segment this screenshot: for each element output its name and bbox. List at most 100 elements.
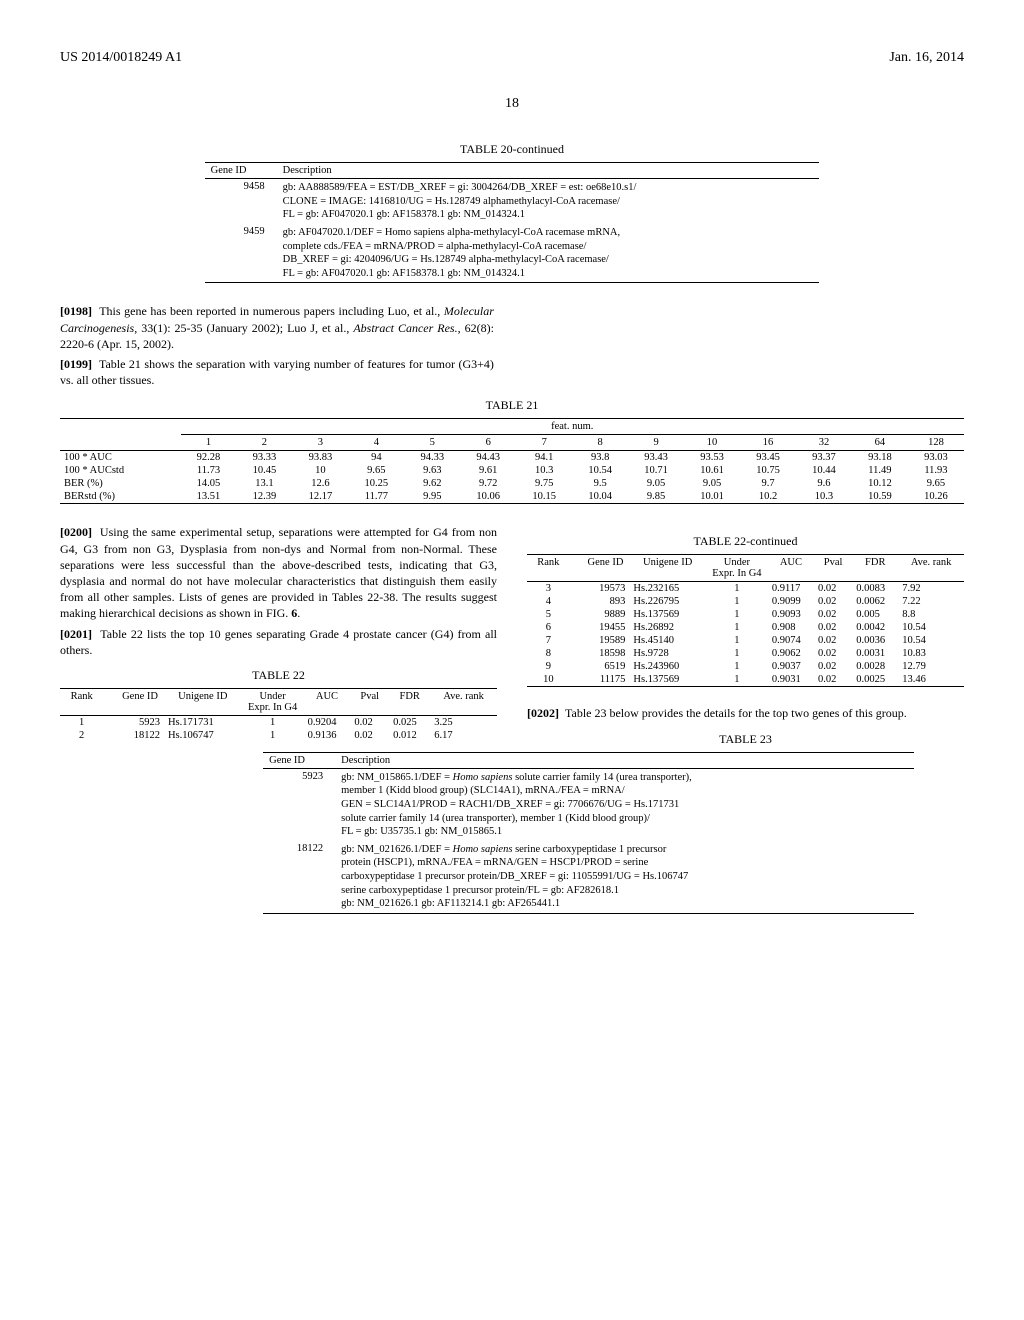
table21-cell: 94.43 — [460, 451, 516, 465]
table22-cell: 19455 — [570, 621, 630, 634]
table21-row-label: BERstd (%) — [60, 490, 181, 504]
table21-cell: 9.61 — [460, 464, 516, 477]
table22-cell: 1 — [706, 634, 768, 647]
table22-cell: 0.02 — [814, 582, 852, 596]
table22-cell: Hs.45140 — [629, 634, 706, 647]
table22-cell: 2 — [60, 729, 103, 742]
table22-cell: 3 — [527, 582, 570, 596]
table22-cell: Hs.137569 — [629, 673, 706, 687]
table21-row-label: 100 * AUCstd — [60, 464, 181, 477]
table22-cell: 6.17 — [430, 729, 497, 742]
table22-cell: 1 — [706, 595, 768, 608]
table22-cell: 0.9117 — [768, 582, 814, 596]
table21-cell: 9.65 — [348, 464, 404, 477]
table21-cell: 9.72 — [460, 477, 516, 490]
table23-col2: Description — [335, 752, 914, 768]
table22-b: Rank Gene ID Unigene ID Under Expr. In G… — [527, 554, 964, 687]
table22-cell: 7.22 — [898, 595, 964, 608]
table22-cell: 6519 — [570, 660, 630, 673]
table22-cell: 0.02 — [814, 673, 852, 687]
table23-row1-desc: gb: NM_021626.1/DEF = Homo sapiens serin… — [335, 841, 914, 914]
table21-cell: 9.05 — [684, 477, 740, 490]
table22-cell: 0.9204 — [304, 715, 351, 729]
table22-cell: 0.9099 — [768, 595, 814, 608]
table22-cell: 0.9031 — [768, 673, 814, 687]
table22-cell: 0.02 — [350, 715, 389, 729]
table22-cell: Hs.232165 — [629, 582, 706, 596]
table20-caption: TABLE 20-continued — [60, 142, 964, 157]
table22-cell: 1 — [60, 715, 103, 729]
table22-cell: Hs.26892 — [629, 621, 706, 634]
table22-cell: 10 — [527, 673, 570, 687]
table22-cell: 3.25 — [430, 715, 497, 729]
table22-cell: 9889 — [570, 608, 630, 621]
table21-cell: 10.01 — [684, 490, 740, 504]
table21-cell: 12.39 — [236, 490, 292, 504]
table21-cell: 9.62 — [404, 477, 460, 490]
table22-cell: 0.02 — [814, 634, 852, 647]
table22-cell: 1 — [706, 608, 768, 621]
table22-cell: Hs.226795 — [629, 595, 706, 608]
table21-cell: 92.28 — [181, 451, 237, 465]
table21-cell: 10.2 — [740, 490, 796, 504]
table22-cell: 11175 — [570, 673, 630, 687]
table23-row0-desc: gb: NM_015865.1/DEF = Homo sapiens solut… — [335, 768, 914, 841]
table20-row1-desc: gb: AF047020.1/DEF = Homo sapiens alpha-… — [277, 224, 820, 283]
table22-cell: Hs.137569 — [629, 608, 706, 621]
table20-col1: Gene ID — [205, 163, 277, 179]
table22-cell: 8.8 — [898, 608, 964, 621]
table21-cell: 10.26 — [908, 490, 964, 504]
table21-cell: 9.6 — [796, 477, 852, 490]
table21-cell: 9.75 — [516, 477, 572, 490]
table22-cell: 0.0036 — [852, 634, 898, 647]
table21-cell: 14.05 — [181, 477, 237, 490]
table22-cell: Hs.243960 — [629, 660, 706, 673]
table22-cell: 4 — [527, 595, 570, 608]
table22-cell: 6 — [527, 621, 570, 634]
table23-row0-id: 5923 — [263, 768, 335, 841]
table22-cell: 18122 — [103, 729, 164, 742]
table22-cell: Hs.9728 — [629, 647, 706, 660]
table23-caption: TABLE 23 — [527, 732, 964, 747]
para-0198: [0198] This gene has been reported in nu… — [60, 303, 494, 352]
table21-cell: 12.6 — [292, 477, 348, 490]
table21-cell: 93.8 — [572, 451, 628, 465]
table22-cell: 19573 — [570, 582, 630, 596]
table21-cell: 10.06 — [460, 490, 516, 504]
table22-cell: 0.005 — [852, 608, 898, 621]
table20: Gene ID Description 9458 gb: AA888589/FE… — [205, 162, 820, 283]
table21-cell: 10.12 — [852, 477, 908, 490]
table21-cell: 9.63 — [404, 464, 460, 477]
table22-cell: 0.9093 — [768, 608, 814, 621]
table23-col1: Gene ID — [263, 752, 335, 768]
table22-cell: 0.0083 — [852, 582, 898, 596]
table22-cell: 1 — [706, 647, 768, 660]
table21-cell: 93.03 — [908, 451, 964, 465]
table22-cell: Hs.171731 — [164, 715, 242, 729]
table21: feat. num. 1 2 3 4 5 6 7 8 9 10 16 32 64… — [60, 418, 964, 504]
table22-cell: 0.0042 — [852, 621, 898, 634]
table22-a: Rank Gene ID Unigene ID Under Expr. In G… — [60, 688, 497, 742]
table22-cell: 9 — [527, 660, 570, 673]
table22-cell: 0.012 — [389, 729, 430, 742]
table21-cell: 93.45 — [740, 451, 796, 465]
para-0200: [0200] Using the same experimental setup… — [60, 524, 497, 621]
table22-cell: 0.0025 — [852, 673, 898, 687]
table21-cell: 10.25 — [348, 477, 404, 490]
table22-cell: 0.02 — [814, 660, 852, 673]
table22-cell: 10.54 — [898, 621, 964, 634]
table21-cell: 11.93 — [908, 464, 964, 477]
table21-cell: 10.15 — [516, 490, 572, 504]
page-number: 18 — [60, 96, 964, 112]
patent-id: US 2014/0018249 A1 — [60, 50, 182, 66]
table21-cell: 93.53 — [684, 451, 740, 465]
table22-cell: 0.025 — [389, 715, 430, 729]
table21-cell: 10.59 — [852, 490, 908, 504]
table21-cell: 9.85 — [628, 490, 684, 504]
table22-caption: TABLE 22 — [60, 668, 497, 683]
table21-row-label: BER (%) — [60, 477, 181, 490]
table21-row-label: 100 * AUC — [60, 451, 181, 465]
table21-cell: 9.7 — [740, 477, 796, 490]
table22-cell: 0.9062 — [768, 647, 814, 660]
table22-cell: 5 — [527, 608, 570, 621]
